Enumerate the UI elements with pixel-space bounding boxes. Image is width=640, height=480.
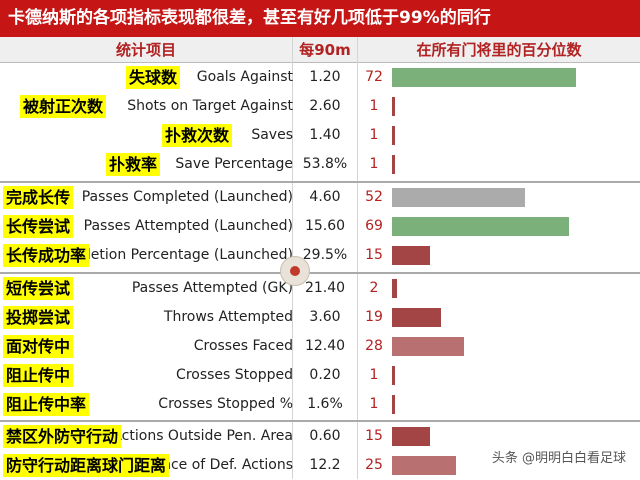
percentile-bar (392, 188, 525, 207)
metric-label-zh: 阻止传中 (3, 364, 74, 387)
column-divider (357, 37, 358, 479)
percentile-label: 1 (369, 156, 379, 172)
metric-name: Passes Attempted (GK) (131, 280, 293, 296)
metric-label-zh: 扑救率 (106, 153, 161, 176)
table-row: Save Percentage 扑救率 53.8% 1 (0, 150, 640, 179)
metric-name: Crosses Stopped (176, 367, 293, 383)
percentile-label: 28 (365, 338, 383, 354)
percentile-bar (392, 126, 395, 145)
percentile-bar (392, 155, 395, 174)
percentile-label: 1 (369, 127, 379, 143)
football-logo-icon (280, 256, 310, 286)
metric-label-zh: 被射正次数 (20, 95, 107, 118)
metric-label-zh: 失球数 (126, 66, 181, 89)
header-divider (0, 62, 640, 63)
table-row: Passes Attempted (Launched) 长传尝试 15.60 69 (0, 212, 640, 241)
metric-name: Shots on Target Against (127, 98, 293, 114)
metric-name: Crosses Faced (193, 338, 293, 354)
per90-value: 12.40 (304, 338, 346, 354)
metric-label-zh: 长传成功率 (3, 244, 90, 267)
metric-label-zh: 投掷尝试 (3, 306, 74, 329)
percentile-label: 52 (365, 189, 383, 205)
percentile-label: 15 (365, 247, 383, 263)
table-row: Passes Attempted (GK) 短传尝试 21.40 2 (0, 274, 640, 303)
per90-value: 12.2 (309, 457, 341, 473)
metric-name: Crosses Stopped % (158, 396, 293, 412)
table-row: Saves 扑救次数 1.40 1 (0, 121, 640, 150)
header-percentile: 在所有门将里的百分位数 (358, 37, 640, 63)
metric-label-zh: 防守行动距离球门距离 (3, 454, 170, 477)
table-row: Goals Against 失球数 1.20 72 (0, 63, 640, 92)
metric-name: Passes Completed (Launched) (81, 189, 293, 205)
percentile-label: 69 (365, 218, 383, 234)
table-row: Crosses Stopped 阻止传中 0.20 1 (0, 361, 640, 390)
per90-value: 3.60 (309, 309, 341, 325)
percentile-bar (392, 427, 430, 446)
table-row: Passes Completed (Launched) 完成长传 4.60 52 (0, 183, 640, 212)
per90-value: 0.20 (309, 367, 341, 383)
metric-name: Def. Actions Outside Pen. Area (80, 428, 293, 444)
metric-label-zh: 阻止传中率 (3, 393, 90, 416)
per90-value: 21.40 (304, 280, 346, 296)
per90-value: 1.40 (309, 127, 341, 143)
per90-value: 15.60 (304, 218, 346, 234)
table-row: Crosses Faced 面对传中 12.40 28 (0, 332, 640, 361)
header-per90: 每90m (293, 37, 357, 63)
percentile-bar (392, 395, 395, 414)
metric-name: Throws Attempted (163, 309, 293, 325)
metric-label-zh: 短传尝试 (3, 277, 74, 300)
per90-value: 2.60 (309, 98, 341, 114)
metric-name: Passes Attempted (Launched) (83, 218, 293, 234)
metric-label-zh: 禁区外防守行动 (3, 425, 122, 448)
metric-name: Saves (251, 127, 293, 143)
header-item: 统计项目 (0, 37, 292, 63)
percentile-label: 1 (369, 396, 379, 412)
per90-value: 0.60 (309, 428, 341, 444)
percentile-label: 1 (369, 98, 379, 114)
per90-value: 1.6% (307, 396, 343, 412)
metric-name: Goals Against (196, 69, 293, 85)
group-divider (0, 420, 640, 422)
metric-label-zh: 扑救次数 (162, 124, 233, 147)
per90-value: 53.8% (302, 156, 348, 172)
percentile-bar (392, 366, 395, 385)
table-row: Def. Actions Outside Pen. Area 禁区外防守行动 0.6… (0, 422, 640, 451)
percentile-bar (392, 337, 464, 356)
per90-value: 29.5% (302, 247, 348, 263)
percentile-label: 1 (369, 367, 379, 383)
percentile-bar (392, 217, 569, 236)
table-row: Crosses Stopped % 阻止传中率 1.6% 1 (0, 390, 640, 419)
chart-title: 卡德纳斯的各项指标表现都很差，甚至有好几项低于99%的同行 (0, 0, 640, 37)
percentile-bar (392, 97, 395, 116)
percentile-label: 25 (365, 457, 383, 473)
percentile-label: 15 (365, 428, 383, 444)
percentile-label: 72 (365, 69, 383, 85)
watermark: 头条 @明明白白看足球 (491, 451, 626, 466)
per90-value: 4.60 (309, 189, 341, 205)
group-divider (0, 181, 640, 183)
metric-name: Save Percentage (175, 156, 293, 172)
table-row: Shots on Target Against 被射正次数 2.60 1 (0, 92, 640, 121)
per90-value: 1.20 (309, 69, 341, 85)
percentile-bar (392, 68, 576, 87)
percentile-label: 19 (365, 309, 383, 325)
percentile-bar (392, 279, 397, 298)
table-row: Avg. Distance of Def. Actions 防守行动距离球门距离 1… (0, 451, 640, 480)
metric-label-zh: 完成长传 (3, 186, 74, 209)
group-divider (0, 272, 640, 274)
percentile-bar (392, 456, 456, 475)
percentile-label: 2 (369, 280, 379, 296)
table-row: Pass Completion Percentage (Launched) 长传成… (0, 241, 640, 270)
percentile-bar (392, 246, 430, 265)
percentile-bar (392, 308, 441, 327)
metric-label-zh: 长传尝试 (3, 215, 74, 238)
metric-label-zh: 面对传中 (3, 335, 74, 358)
table-row: Throws Attempted 投掷尝试 3.60 19 (0, 303, 640, 332)
